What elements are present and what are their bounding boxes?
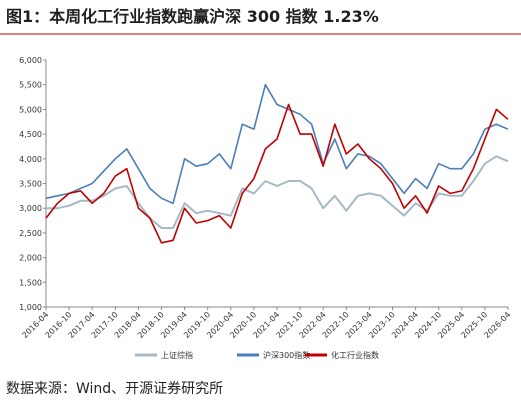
source-note: 数据来源：Wind、开源证券研究所: [6, 381, 223, 397]
y-tick-label: 4,000: [19, 155, 42, 164]
y-tick-label: 1,500: [19, 278, 42, 287]
chart-title: 图1：本周化工行业指数跑赢沪深 300 指数 1.23%: [6, 7, 379, 26]
legend-label: 沪深300指数: [263, 350, 310, 360]
series-line: [45, 83, 509, 205]
y-tick-label: 2,500: [19, 229, 42, 238]
y-tick-label: 3,000: [19, 204, 42, 213]
y-tick-label: 2,000: [19, 254, 42, 263]
y-tick-label: 5,000: [19, 105, 42, 114]
y-tick-label: 5,500: [19, 81, 42, 90]
series-line: [46, 155, 509, 229]
y-tick-label: 1,000: [19, 303, 42, 312]
legend-label: 化工行业指数: [331, 350, 379, 360]
y-tick-label: 3,500: [19, 180, 42, 189]
series-line: [45, 103, 509, 244]
y-tick-label: 4,500: [19, 130, 42, 139]
legend-label: 上证综指: [161, 350, 193, 360]
y-tick-label: 6,000: [19, 56, 42, 65]
